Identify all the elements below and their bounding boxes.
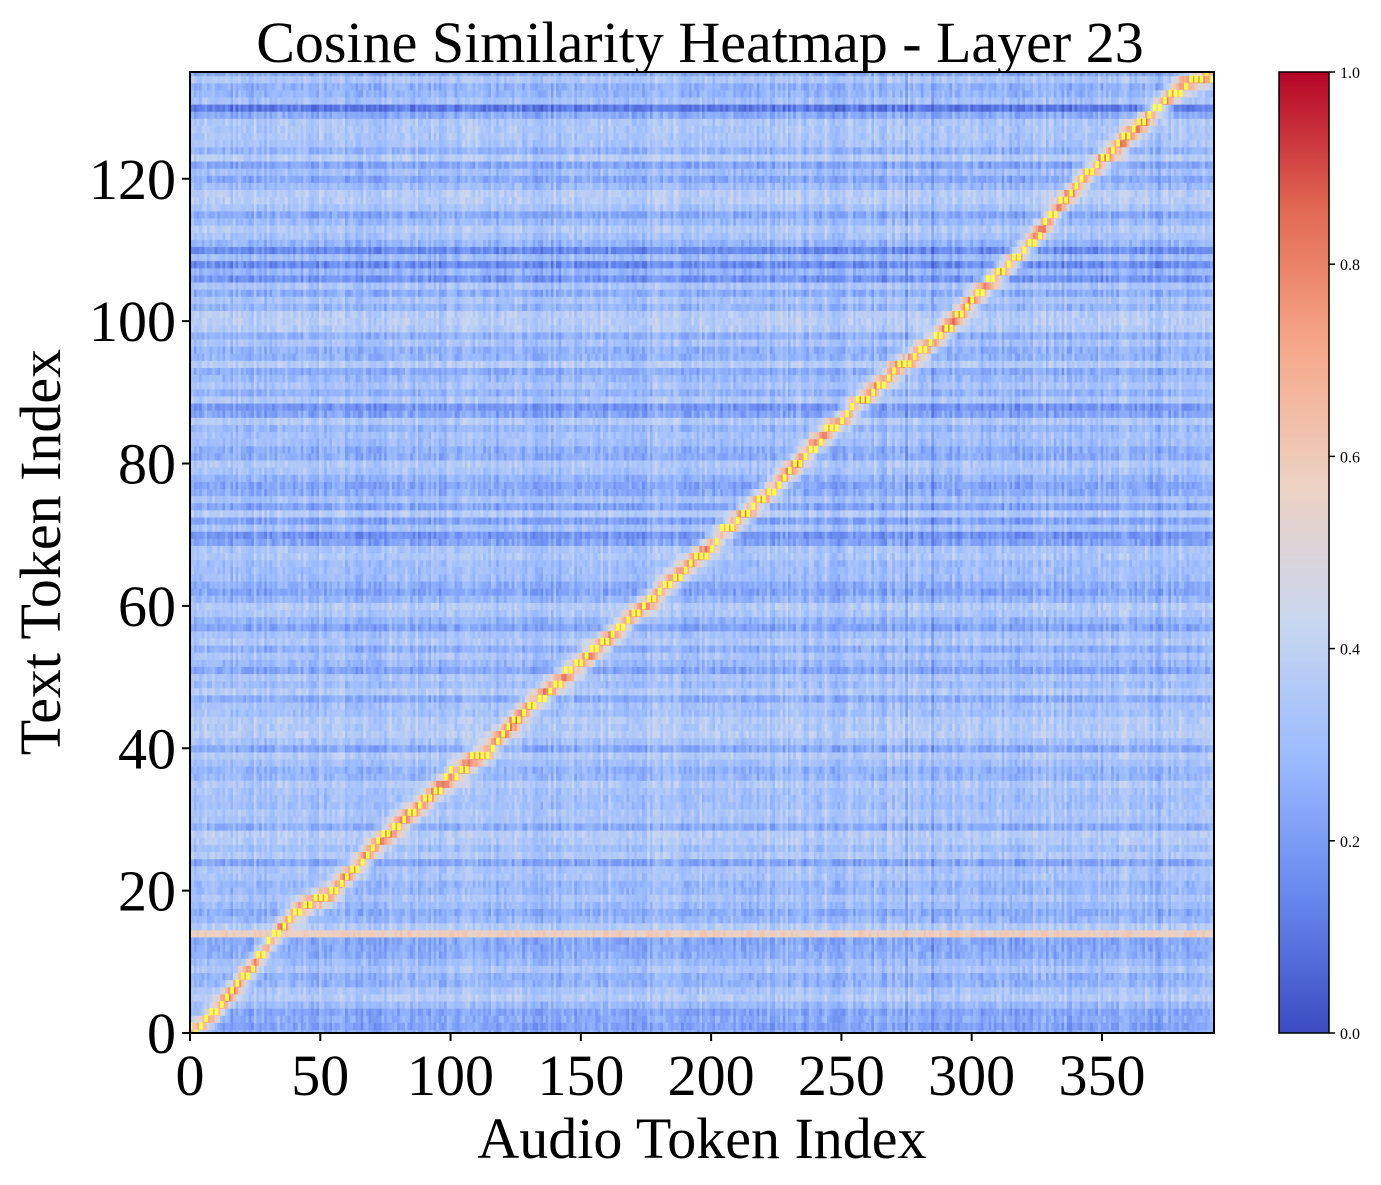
chart-title: Cosine Similarity Heatmap - Layer 23 (256, 10, 1144, 75)
